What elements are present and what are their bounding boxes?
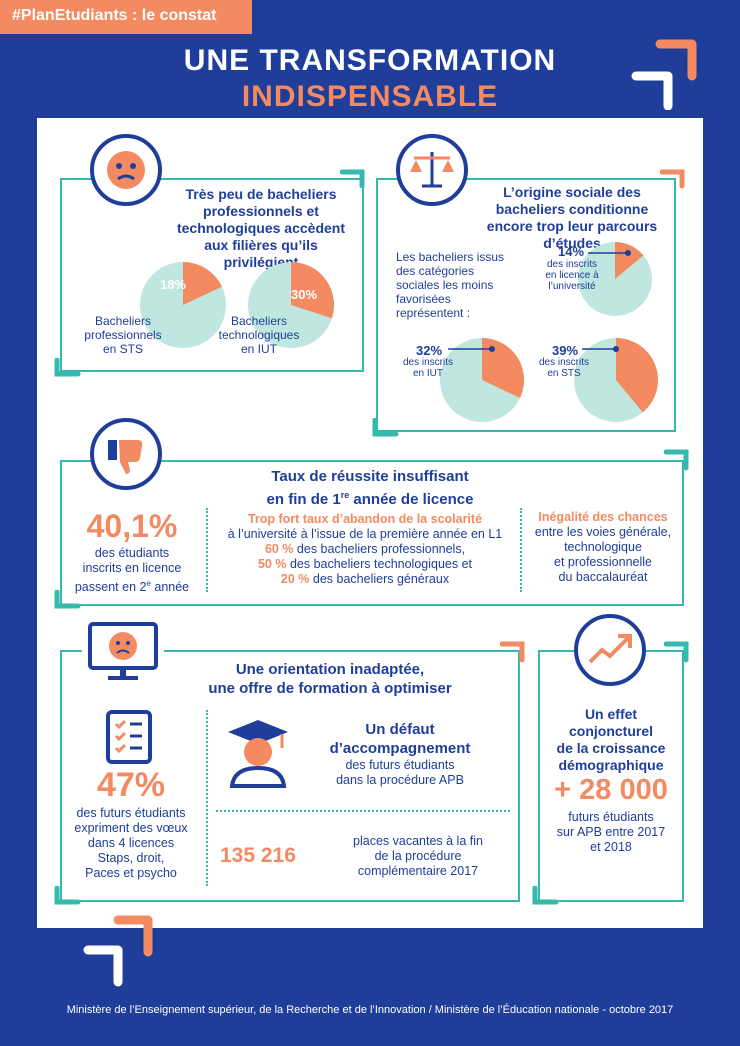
graduate-icon: [228, 720, 288, 788]
divider: [206, 710, 208, 886]
vacant-places-text: places vacantes à la fin de la procédure…: [353, 834, 483, 878]
checklist-icon: [106, 710, 152, 764]
monitor-icon: [82, 616, 164, 686]
pie-techno-iut-label: Bacheliers technologiques en IUT: [218, 314, 300, 356]
section3-frame: [60, 460, 684, 606]
section3-title: Taux de réussite insuffisant en fin de 1…: [160, 468, 580, 509]
thumbs-down-icon: [90, 418, 162, 490]
bracket-icon: [664, 641, 689, 663]
pie-pro-sts-label: Bacheliers professionnels en STS: [84, 314, 162, 356]
pointer-line: [582, 346, 619, 352]
page-title-line2: INDISPENSABLE: [241, 80, 499, 113]
pointer-line: [448, 346, 495, 352]
section2-intro: Les bacheliers issus des catégories soci…: [396, 250, 505, 320]
section1-title: Très peu de bacheliers professionnels et…: [176, 186, 346, 270]
dropout-big-number: 40,1%: [86, 508, 178, 544]
corner-marks-icon: [83, 915, 153, 987]
abandon-block: Trop fort taux d’abandon de la scolarité…: [227, 512, 503, 586]
divider: [216, 810, 510, 812]
scales-icon: [396, 134, 468, 206]
section4-title: Une orientation inadaptée, une offre de …: [208, 661, 452, 697]
bracket-icon: [660, 169, 685, 189]
wishes-text: des futurs étudiants expriment des vœux …: [74, 806, 188, 880]
vacant-places-number: 135 216: [220, 844, 296, 867]
trend-up-icon: [574, 614, 646, 686]
divider: [206, 508, 208, 592]
pie-licence-pct: 14%: [558, 244, 585, 259]
pie-techno-iut: [248, 262, 334, 348]
section4-frame: [60, 650, 520, 902]
pie-iut-pct: 32%: [416, 343, 443, 358]
dropout-big-text: des étudiants inscrits en licence passen…: [74, 546, 190, 595]
bracket-icon: [372, 418, 399, 437]
sad-face-icon: [90, 134, 162, 206]
bracket-icon: [54, 886, 81, 905]
demography-text: futurs étudiants sur APB entre 2017 et 2…: [556, 810, 666, 854]
demography-big-number: + 28 000: [554, 774, 668, 806]
pie-licence-label: des inscrits en licence à l’université: [545, 259, 599, 292]
pie-sts-label: des inscrits en STS: [538, 357, 589, 379]
pie-techno-iut-pct: 30%: [291, 287, 318, 302]
wishes-big-number: 47%: [96, 766, 166, 804]
corner-marks-icon: [631, 39, 697, 110]
footer-credits: Ministère de l’Enseignement supérieur, d…: [66, 1004, 674, 1016]
section3-title-l1: Taux de réussite insuffisant: [271, 468, 469, 485]
section3-title-l2: en fin de 1re année de licence: [266, 490, 474, 508]
bracket-icon: [340, 169, 365, 188]
bracket-icon: [532, 886, 559, 905]
bracket-icon: [664, 449, 689, 471]
pie-iut: [440, 338, 524, 422]
pointer-line: [588, 250, 631, 256]
section2-frame: [376, 178, 676, 432]
pie-sts: [574, 338, 658, 422]
pie-pro-sts-pct: 18%: [160, 277, 187, 292]
pie-licence: [578, 242, 652, 316]
page-title-line1: UNE TRANSFORMATION: [183, 44, 557, 77]
pie-pro-sts: [140, 262, 226, 348]
section1-frame: [60, 178, 364, 372]
section5-title: Un effet conjoncturel de la croissance d…: [556, 706, 666, 773]
inequality-block: Inégalité des chances entre les voies gé…: [534, 510, 672, 584]
support-block: Un défaut d’accompagnement des futurs ét…: [329, 721, 471, 787]
hashtag-banner: #PlanEtudiants : le constat: [0, 0, 252, 34]
bracket-icon: [54, 358, 81, 377]
bracket-icon: [54, 590, 81, 609]
divider: [520, 508, 522, 592]
bracket-icon: [500, 641, 525, 663]
pie-iut-label: des inscrits en IUT: [402, 357, 453, 379]
pie-sts-pct: 39%: [552, 343, 579, 358]
section2-title: L’origine sociale des bacheliers conditi…: [486, 184, 658, 251]
